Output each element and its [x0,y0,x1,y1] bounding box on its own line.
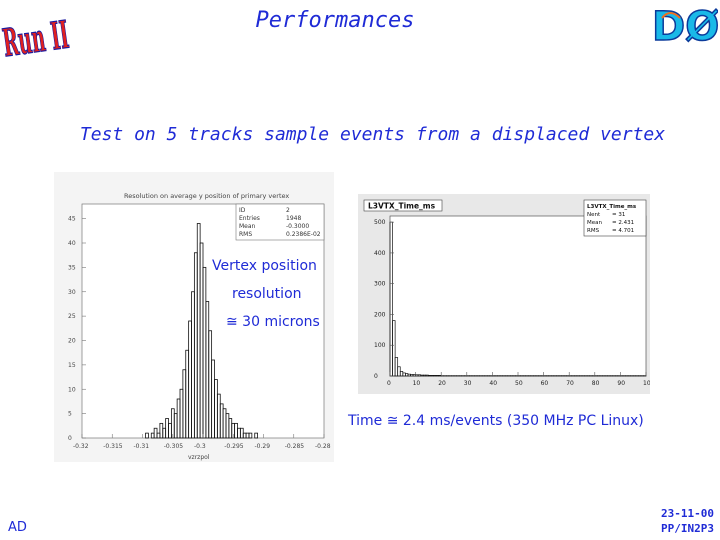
chart2-stat-value: = 31 [612,212,625,218]
chart2-title: L3VTX_Time_ms [368,202,436,211]
chart1-stat-value: -0.3000 [286,223,309,230]
chart2-y-tick-label: 300 [374,281,386,288]
chart1-stat-value: 1948 [286,215,301,222]
chart1-y-tick-label: 0 [68,435,72,442]
run-ii-logo: Run II [0,11,70,66]
chart2-x-tick-label: 0 [387,380,391,387]
chart2-x-tick-label: 10 [413,380,421,387]
page-title: Performances [255,8,415,33]
chart2-x-tick-label: 70 [566,380,574,387]
chart2-plot-frame [389,215,647,377]
chart1-y-tick-label: 45 [68,216,76,223]
chart2-x-tick-label: 30 [464,380,472,387]
chart1-y-tick-label: 40 [68,240,76,247]
chart1-x-tick-label: -0.3 [194,443,206,450]
footer-org: PP/IN2P3 [661,522,714,535]
chart1-x-ticks: -0.32 -0.315 -0.31 -0.305 -0.3 -0.295 -0.29 -0.… [73,434,331,450]
chart1-bar [254,432,259,439]
chart2-y-ticks: 0 100 200 300 400 500 [374,219,394,380]
chart2-stats: L3VTX_Time_ms Nent = 31 Mean = 2.431 RMS = 4.7… [587,204,637,234]
chart1-y-tick-label: 20 [68,338,76,345]
chart1-x-tick-label: -0.31 [134,443,150,450]
chart1-bar [248,432,253,439]
chart2-x-ticks: 0 10 20 30 40 50 60 70 80 90 100 [387,372,650,387]
chart2-title-box [363,199,443,212]
chart1-title: Resolution on average y position of prim… [124,192,289,200]
chart1-y-tick-label: 5 [68,411,72,418]
chart1-y-tick-label: 15 [68,362,76,369]
chart1-y-tick-label: 35 [68,264,76,271]
d0-logo-text: DØ [652,4,718,46]
chart2-y-tick-label: 100 [374,342,386,349]
footer-date-block: 23-11-00 PP/IN2P3 [661,506,714,536]
chart2-stat-value: = 2.431 [612,220,634,226]
chart2-bar [438,375,442,377]
chart2-y-tick-label: 400 [374,250,386,257]
chart2-stat-value: = 4.701 [612,228,634,234]
chart1-x-tick-label: -0.28 [315,443,331,450]
chart2-x-tick-label: 50 [515,380,523,387]
d0-logo: DØ [651,3,718,46]
chart1-y-tick-label: 25 [68,313,76,320]
chart2-bar [433,375,437,377]
chart1-bars [145,223,259,439]
footer-author: AD [8,520,27,535]
chart1-stats-box [235,203,325,241]
chart2-stat-label: RMS [587,228,600,234]
chart1-y-ticks: 0 5 10 15 20 25 30 35 40 45 [68,216,86,442]
resolution-note-line1: Vertex position [212,258,317,274]
chart1-bar [145,432,149,439]
chart1-stat-label: ID [239,207,246,214]
chart1-y-tick-label: 30 [68,289,76,296]
chart1-x-tick-label: -0.315 [103,443,123,450]
chart1-x-axis-label: vzrzpol [188,454,210,461]
vertex-resolution-histogram: Resolution on average y position of prim… [54,172,334,462]
page-subtitle: Test on 5 tracks sample events from a di… [79,124,666,145]
chart2-bar [428,375,432,377]
chart1-stats: ID 2 Entries 1948 Mean -0.3000 RMS 0.2386E-02 [239,207,321,238]
chart2-x-tick-label: 60 [541,380,549,387]
chart2-stat-label: Nent [587,212,601,218]
l3vtx-time-histogram: L3VTX_Time_ms 0 10 20 30 40 50 60 70 80 90 100 0 10… [358,194,650,394]
chart1-stat-label: RMS [239,231,252,238]
chart1-y-tick-label: 10 [68,386,76,393]
resolution-note-line3: ≅ 30 microns [226,314,320,330]
chart2-x-tick-label: 20 [438,380,446,387]
chart2-x-tick-label: 100 [643,380,650,387]
timing-note: Time ≅ 2.4 ms/events (350 MHz PC Linux) [348,413,644,429]
chart2-bar [435,375,439,377]
chart2-y-tick-label: 200 [374,311,386,318]
chart1-stat-label: Mean [239,223,256,230]
chart2-x-tick-label: 90 [617,380,625,387]
chart1-stat-label: Entries [239,215,260,222]
chart2-y-tick-label: 0 [374,373,378,380]
run-ii-logo-text: Run II [0,12,70,66]
chart2-stat-label: L3VTX_Time_ms [587,204,637,210]
chart2-y-tick-label: 500 [374,219,386,226]
chart1-x-tick-label: -0.295 [224,443,244,450]
chart2-x-tick-label: 80 [592,380,600,387]
chart2-x-tick-label: 40 [489,380,497,387]
chart1-stat-value: 0.2386E-02 [286,231,321,238]
chart2-bar [430,375,434,377]
chart2-stat-label: Mean [587,220,602,226]
chart1-x-tick-label: -0.29 [255,443,271,450]
chart1-x-tick-label: -0.305 [164,443,184,450]
chart1-x-tick-label: -0.285 [285,443,305,450]
chart2-stats-box [583,199,647,237]
resolution-note-line2: resolution [232,286,302,302]
chart1-stat-value: 2 [286,207,290,214]
chart1-x-tick-label: -0.32 [73,443,89,450]
footer-date: 23-11-00 [661,507,714,520]
